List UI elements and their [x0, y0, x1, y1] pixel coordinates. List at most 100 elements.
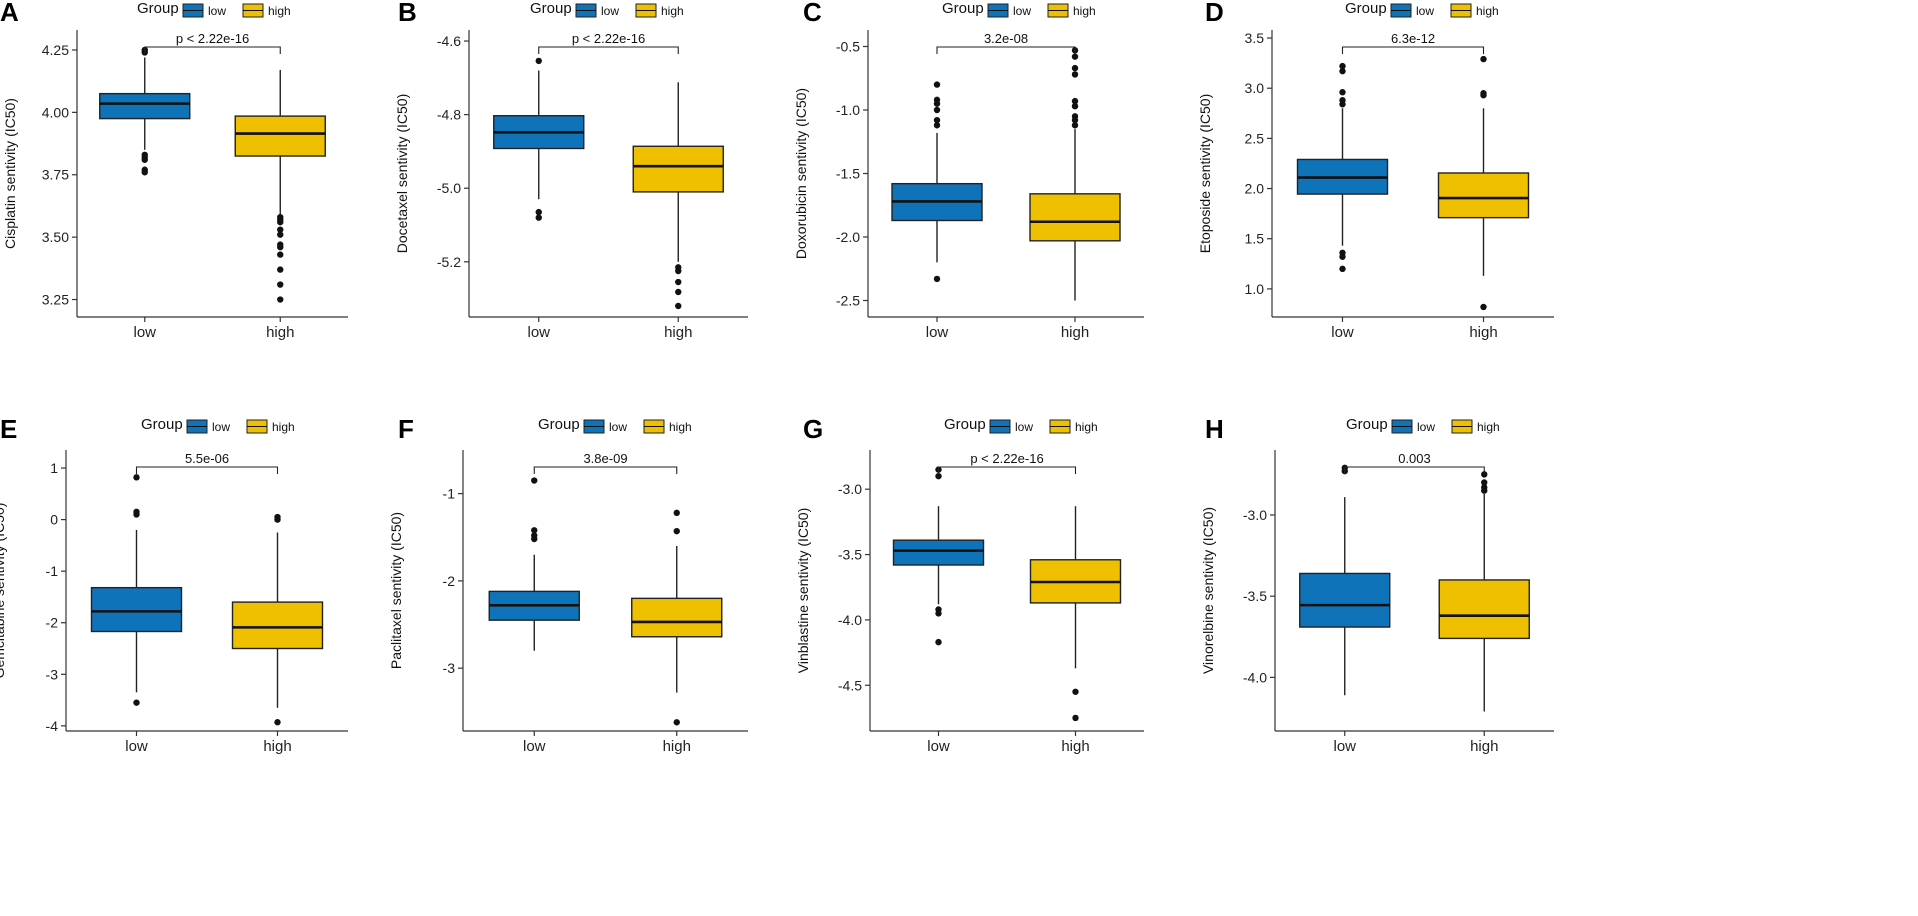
outlier-point	[935, 638, 942, 646]
y-tick-label: 1.0	[1245, 281, 1265, 297]
box-high	[631, 509, 723, 726]
outlier-point	[1339, 62, 1346, 70]
legend-key-low: low	[1391, 419, 1435, 434]
pvalue-bracket: p < 2.22e-16	[144, 31, 281, 54]
legend-label-low: low	[208, 4, 226, 18]
outlier-point	[1071, 71, 1079, 78]
y-tick-label: -1.5	[836, 166, 860, 182]
x-tick-label-low: low	[133, 324, 156, 341]
y-tick-label: -3	[443, 660, 456, 676]
y-tick-label: -2.0	[836, 229, 860, 245]
panel-B: B Group low high -5.2 -5.0 -4.8 -4.6 Docetaxel s…	[394, 0, 748, 341]
box-iqr	[231, 601, 324, 650]
panel-A: A Group low high 3.25 3.50 3.75 4.00 4.25 Cisplat…	[0, 0, 348, 341]
legend-label-high: high	[268, 4, 291, 18]
outlier-point	[935, 472, 942, 480]
outlier-point	[675, 302, 682, 310]
legend-label-low: low	[609, 420, 627, 434]
legend-key-high: high	[246, 419, 295, 434]
outlier-point	[675, 278, 682, 286]
bracket-line	[135, 466, 279, 474]
y-tick-label: -3.0	[838, 481, 862, 497]
outlier-point	[933, 122, 941, 129]
pvalue-label: 5.5e-06	[185, 451, 229, 466]
x-tick-label-low: low	[1331, 324, 1354, 341]
legend-title: Group	[1345, 0, 1387, 17]
outlier-point	[274, 516, 281, 523]
outlier-point	[535, 57, 542, 65]
bracket-line	[538, 46, 679, 54]
legend-key-high: high	[635, 3, 684, 18]
panel-letter: C	[803, 0, 822, 27]
y-tick-label: -3	[46, 666, 59, 682]
legend-label-high: high	[1075, 420, 1098, 434]
box-iqr	[1299, 572, 1391, 628]
y-axis-label: Gemcitabine sentivity (IC50)	[0, 503, 7, 679]
outlier-point	[277, 226, 284, 233]
outlier-point	[277, 218, 284, 226]
panel-D: D Group low high 1.0 1.5 2.0 2.5 3.0 3.5 Etoposide…	[1197, 0, 1554, 341]
y-tick-label: -4.8	[437, 107, 461, 123]
outlier-point	[933, 106, 941, 114]
legend-key-high: high	[242, 3, 291, 18]
y-tick-label: -1	[443, 486, 456, 502]
outlier-point	[1339, 253, 1346, 260]
outlier-point	[935, 610, 942, 617]
outlier-point	[933, 100, 941, 107]
legend-label-high: high	[669, 420, 692, 434]
legend-title: Group	[942, 0, 984, 17]
pvalue-label: 6.3e-12	[1391, 31, 1435, 46]
legend-title: Group	[538, 416, 580, 433]
outlier-point	[277, 251, 284, 258]
legend: Group low high	[1346, 416, 1500, 434]
legend: Group low high	[137, 0, 291, 18]
pvalue-bracket: 3.2e-08	[936, 31, 1076, 54]
outlier-point	[1480, 55, 1487, 63]
y-tick-label: 1	[50, 460, 58, 476]
panel-G: G Group low high -4.5 -4.0 -3.5 -3.0 Vinblastine…	[795, 414, 1144, 755]
outlier-point	[133, 474, 140, 481]
legend-title: Group	[1346, 416, 1388, 433]
y-tick-label: -2.5	[836, 292, 860, 308]
bracket-line	[936, 46, 1076, 54]
outlier-point	[1339, 101, 1346, 108]
y-tick-label: -3.0	[1243, 507, 1267, 523]
outlier-point	[933, 81, 941, 88]
x-tick-label-high: high	[1061, 324, 1089, 341]
legend-label-low: low	[1417, 420, 1435, 434]
outlier-point	[933, 275, 941, 283]
legend-key-low: low	[987, 3, 1031, 18]
x-tick-label-high: high	[1061, 738, 1089, 755]
y-tick-label: 4.00	[42, 104, 69, 120]
outlier-point	[1339, 265, 1346, 273]
outlier-point	[673, 527, 680, 535]
outlier-point	[673, 719, 680, 726]
legend-key-high: high	[1451, 419, 1500, 434]
outlier-point	[1071, 53, 1079, 60]
y-axis-label: Vinorelbine sentivity (IC50)	[1200, 507, 1216, 674]
outlier-point	[1481, 487, 1488, 494]
y-tick-label: -3.5	[1243, 588, 1267, 604]
legend: Group low high	[1345, 0, 1499, 18]
pvalue-bracket: p < 2.22e-16	[538, 31, 679, 54]
outlier-point	[1071, 122, 1079, 129]
y-tick-label: -1.0	[836, 102, 860, 118]
box-high	[632, 82, 724, 310]
pvalue-label: 3.2e-08	[984, 31, 1028, 46]
y-tick-label: -1	[46, 563, 59, 579]
outlier-point	[274, 719, 281, 726]
panel-F: F Group low high -3 -2 -1 Paclitaxel sentivity …	[388, 414, 748, 755]
bracket-line	[1344, 466, 1485, 474]
legend-title: Group	[944, 416, 986, 433]
outlier-point	[277, 243, 284, 251]
outlier-point	[531, 535, 538, 543]
outlier-point	[535, 208, 542, 216]
box-high	[1437, 55, 1530, 311]
y-tick-label: -4.0	[1243, 669, 1267, 685]
y-tick-label: -4.5	[838, 677, 862, 693]
x-tick-label-high: high	[663, 738, 691, 755]
outlier-point	[1339, 89, 1346, 96]
outlier-point	[1071, 116, 1079, 124]
box-iqr	[90, 586, 183, 633]
y-tick-label: -4	[46, 718, 59, 734]
